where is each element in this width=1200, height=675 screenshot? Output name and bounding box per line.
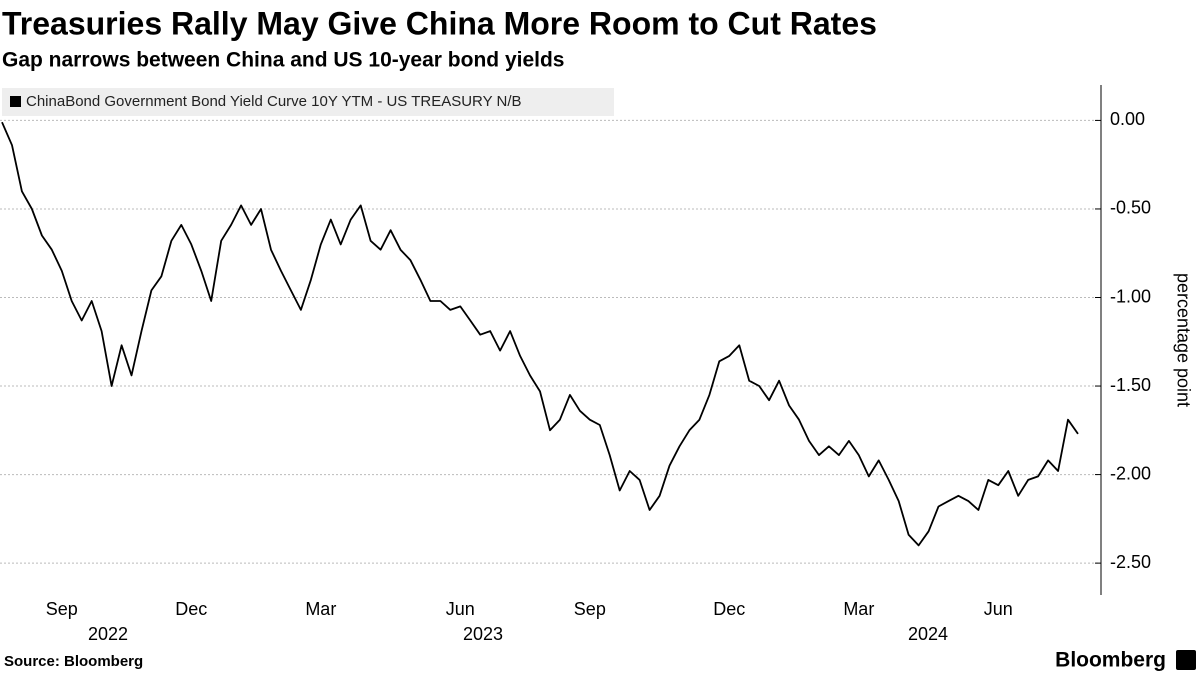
y-tick-label: -1.00 <box>1110 286 1151 306</box>
brand-icon <box>1176 650 1196 670</box>
brand: Bloomberg <box>1055 649 1166 672</box>
x-tick-label: Mar <box>843 599 874 619</box>
x-group-label: 2022 <box>88 624 128 644</box>
y-tick-label: -2.00 <box>1110 463 1151 483</box>
x-group-label: 2023 <box>463 624 503 644</box>
x-tick-label: Sep <box>574 599 606 619</box>
x-tick-label: Jun <box>984 599 1013 619</box>
x-tick-label: Mar <box>305 599 336 619</box>
x-tick-label: Sep <box>46 599 78 619</box>
x-tick-label: Dec <box>713 599 745 619</box>
data-line <box>1 121 1079 547</box>
legend-swatch <box>10 96 21 107</box>
x-group-label: 2024 <box>908 624 948 644</box>
y-tick-label: -2.50 <box>1110 552 1151 572</box>
x-tick-label: Dec <box>175 599 207 619</box>
y-tick-label: -1.50 <box>1110 375 1151 395</box>
y-tick-label: -0.50 <box>1110 198 1151 218</box>
source: Source: Bloomberg <box>4 653 143 670</box>
y-tick-label: 0.00 <box>1110 109 1145 129</box>
y-axis-label: percentage point <box>1173 273 1193 407</box>
chart-title: Treasuries Rally May Give China More Roo… <box>2 5 877 41</box>
legend-box <box>2 88 614 116</box>
x-tick-label: Jun <box>446 599 475 619</box>
chart-subtitle: Gap narrows between China and US 10-year… <box>2 49 564 72</box>
legend-label: ChinaBond Government Bond Yield Curve 10… <box>26 93 522 110</box>
